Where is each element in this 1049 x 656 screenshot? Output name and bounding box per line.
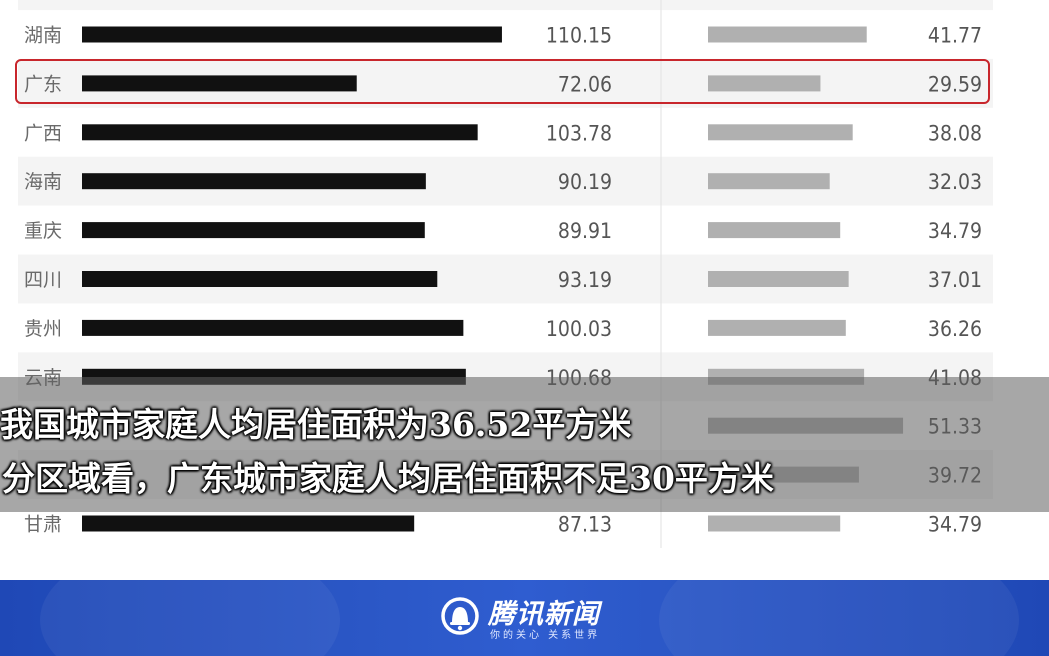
caption-line-2: 分区域看，广东城市家庭人均居住面积不足30平方米	[2, 459, 774, 498]
category-label: 海南	[24, 171, 62, 193]
left-value-label: 110.15	[546, 24, 612, 48]
category-label: 贵州	[24, 318, 62, 340]
category-label: 广西	[24, 122, 62, 144]
right-value-label: 34.79	[928, 219, 982, 243]
right-value-label: 41.77	[928, 24, 982, 48]
bar-table-chart: 湖南 110.15 41.77 广东 72.06 29.59 广西 103.78 38.08 海南…	[18, 0, 993, 548]
caption-line-1: 我国城市家庭人均居住面积为36.52平方米	[0, 405, 632, 444]
category-label: 甘肃	[24, 514, 62, 536]
right-value-label: 36.26	[928, 317, 982, 341]
brand-name: 腾讯新闻	[488, 599, 600, 630]
right-bar	[708, 26, 867, 43]
caption-band	[0, 377, 1049, 512]
left-value-label: 103.78	[546, 121, 612, 145]
category-label: 四川	[24, 269, 62, 291]
right-value-label: 38.08	[928, 121, 982, 145]
left-value-label: 90.19	[558, 170, 612, 194]
left-bar	[82, 271, 438, 287]
left-bar	[82, 319, 464, 336]
brand-slogan: 你的关心 关系世界	[490, 630, 601, 641]
left-bar	[82, 222, 425, 239]
right-bar	[708, 124, 853, 141]
row-background	[18, 0, 993, 11]
left-bar	[82, 124, 478, 141]
tencent-news-bell-icon	[441, 597, 479, 635]
left-value-label: 89.91	[558, 219, 612, 243]
left-value-label: 93.19	[558, 268, 612, 292]
left-bar	[82, 515, 415, 532]
right-bar	[708, 75, 821, 92]
left-bar	[82, 173, 426, 190]
brand-logo: 腾讯新闻 你的关心 关系世界	[440, 592, 630, 644]
right-value-label: 32.03	[928, 170, 982, 194]
left-bar	[82, 26, 502, 43]
right-value-label: 34.79	[928, 513, 982, 537]
right-value-label: 37.01	[928, 268, 982, 292]
left-value-label: 87.13	[558, 513, 612, 537]
footer-banner: 腾讯新闻 你的关心 关系世界	[0, 580, 1049, 656]
left-value-label: 72.06	[558, 72, 612, 96]
right-bar	[708, 319, 846, 336]
right-bar	[708, 515, 841, 532]
left-bar	[82, 75, 357, 92]
chart-area: 湖南 110.15 41.77 广东 72.06 29.59 广西 103.78 38.08 海南…	[15, 0, 993, 548]
right-bar	[708, 173, 830, 190]
right-bar	[708, 222, 841, 239]
right-value-label: 29.59	[928, 72, 982, 96]
category-label: 湖南	[24, 25, 62, 47]
right-bar	[708, 271, 849, 287]
category-label: 重庆	[24, 220, 62, 242]
left-value-label: 100.03	[546, 317, 612, 341]
category-label: 广东	[24, 73, 62, 95]
